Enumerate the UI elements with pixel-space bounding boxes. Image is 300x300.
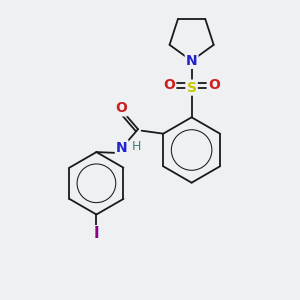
Text: O: O: [115, 101, 127, 116]
Text: N: N: [116, 141, 127, 154]
Text: I: I: [94, 226, 99, 241]
Text: S: S: [187, 81, 196, 94]
Text: O: O: [208, 78, 220, 92]
Text: H: H: [132, 140, 141, 153]
Text: N: N: [186, 54, 197, 68]
Text: O: O: [163, 78, 175, 92]
